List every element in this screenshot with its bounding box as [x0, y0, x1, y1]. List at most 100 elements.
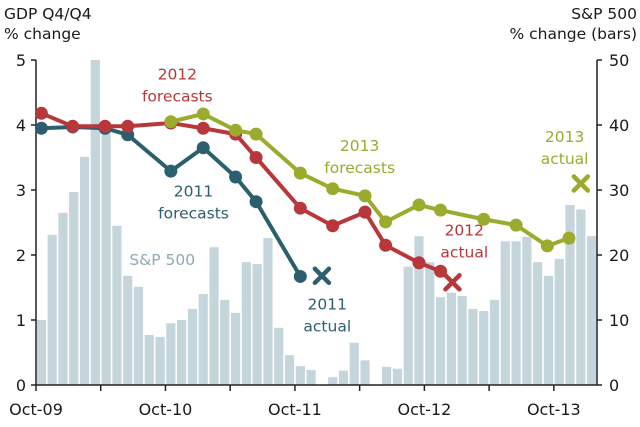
sp500-bar [554, 258, 564, 385]
annotations: 2012 forecasts 2011 forecasts 2013 forecasts S… [129, 66, 588, 336]
sp500-bar [587, 236, 597, 385]
sp500-bar [479, 310, 489, 385]
sp500-bar [543, 275, 554, 385]
series-point [379, 238, 393, 252]
annotation-2011-forecasts: 2011 [174, 183, 213, 201]
sp500-bar [58, 212, 68, 385]
sp500-bar [252, 264, 262, 385]
sp500-bar [47, 234, 57, 385]
series-point [562, 231, 576, 245]
sp500-bar [414, 236, 424, 385]
series-point [229, 170, 243, 184]
series-point [164, 164, 178, 178]
annotation-2013-actual: actual [541, 150, 589, 168]
series-point [98, 119, 112, 133]
series-point [293, 201, 307, 215]
series-point [121, 119, 135, 133]
series-point [293, 269, 307, 283]
x-tick-label: Oct-12 [397, 400, 451, 419]
sp500-bar [349, 342, 359, 385]
sp500-bar [274, 327, 284, 385]
series-point [249, 151, 263, 164]
x-tick-label: Oct-09 [9, 400, 63, 419]
series-point [509, 218, 523, 232]
annotation-2011-forecasts: forecasts [158, 205, 229, 223]
left-tick-label: 0 [16, 376, 26, 395]
sp500-bar [69, 191, 79, 385]
sp500-bar [241, 262, 251, 385]
series-point [412, 256, 426, 270]
sp500-bar [198, 294, 208, 385]
left-axis-title: % change [4, 25, 81, 43]
left-tick-label: 3 [16, 181, 26, 200]
annotation-2012-actual: actual [440, 244, 488, 262]
sp500-bar [284, 355, 295, 385]
sp500-bar [306, 370, 316, 385]
right-axis-title: % change (bars) [509, 25, 637, 43]
sp500-bar [295, 366, 305, 385]
left-tick-label: 1 [16, 311, 26, 330]
sp500-bar [230, 312, 241, 385]
left-tick-label: 2 [16, 246, 26, 265]
right-tick-label: 20 [609, 246, 629, 265]
series-point [358, 189, 372, 203]
sp500-bar [522, 236, 532, 385]
series-point [293, 166, 307, 180]
sp500-bar [166, 323, 176, 385]
series-point [249, 127, 263, 141]
series-point [164, 115, 178, 129]
sp500-bar [457, 295, 467, 385]
annotation-2012-actual: 2012 [445, 222, 484, 240]
sp500-bar [123, 275, 133, 385]
sp500-bar [144, 334, 154, 385]
sp500-bar [425, 262, 435, 385]
right-tick-label: 0 [609, 376, 619, 395]
x-tick-label: Oct-13 [527, 400, 581, 419]
sp500-bar [468, 308, 478, 385]
series-point [326, 182, 340, 196]
sp500-bar [155, 336, 165, 385]
sp500-bar [446, 292, 456, 385]
left-tick-label: 5 [16, 51, 26, 70]
left-axis-title: GDP Q4/Q4 [4, 5, 92, 23]
sp500-bar [403, 266, 413, 385]
series-point [412, 198, 426, 212]
axis-titles: GDP Q4/Q4 % change S&P 500 % change (bars) [4, 5, 637, 43]
sp500-bars [36, 60, 597, 385]
sp500-bar [511, 241, 521, 385]
annotation-2011-actual: 2011 [308, 296, 347, 314]
series-point [229, 123, 243, 137]
right-axis-title: S&P 500 [571, 5, 637, 23]
sp500-bar [101, 128, 111, 385]
annotation-sp500: S&P 500 [129, 251, 195, 269]
series-point [196, 107, 210, 121]
annotation-2011-actual: actual [303, 318, 351, 336]
right-tick-label: 40 [609, 116, 629, 135]
series-point [326, 219, 340, 233]
actual-x-marker [443, 273, 462, 292]
x-stroke [443, 273, 462, 292]
sp500-bar [177, 320, 187, 385]
sp500-bar [576, 209, 586, 385]
sp500-bar [328, 377, 338, 385]
sp500-bar [382, 366, 392, 385]
sp500-bar [112, 225, 122, 385]
sp500-bar [263, 238, 273, 385]
right-tick-label: 50 [609, 51, 629, 70]
annotation-2013-forecasts: 2013 [340, 137, 379, 155]
annotation-2012-forecasts: 2012 [158, 66, 197, 84]
series-point [434, 203, 448, 217]
right-tick-label: 30 [609, 181, 629, 200]
x-tick-label: Oct-11 [268, 400, 322, 419]
sp500-bar [392, 368, 403, 385]
series-point [66, 119, 80, 133]
series-point [379, 215, 393, 229]
sp500-bar [187, 308, 198, 385]
sp500-bar [338, 370, 349, 385]
sp500-bar [489, 299, 500, 385]
series-point [34, 106, 48, 120]
x-stroke [571, 174, 591, 193]
series-point [196, 141, 210, 155]
